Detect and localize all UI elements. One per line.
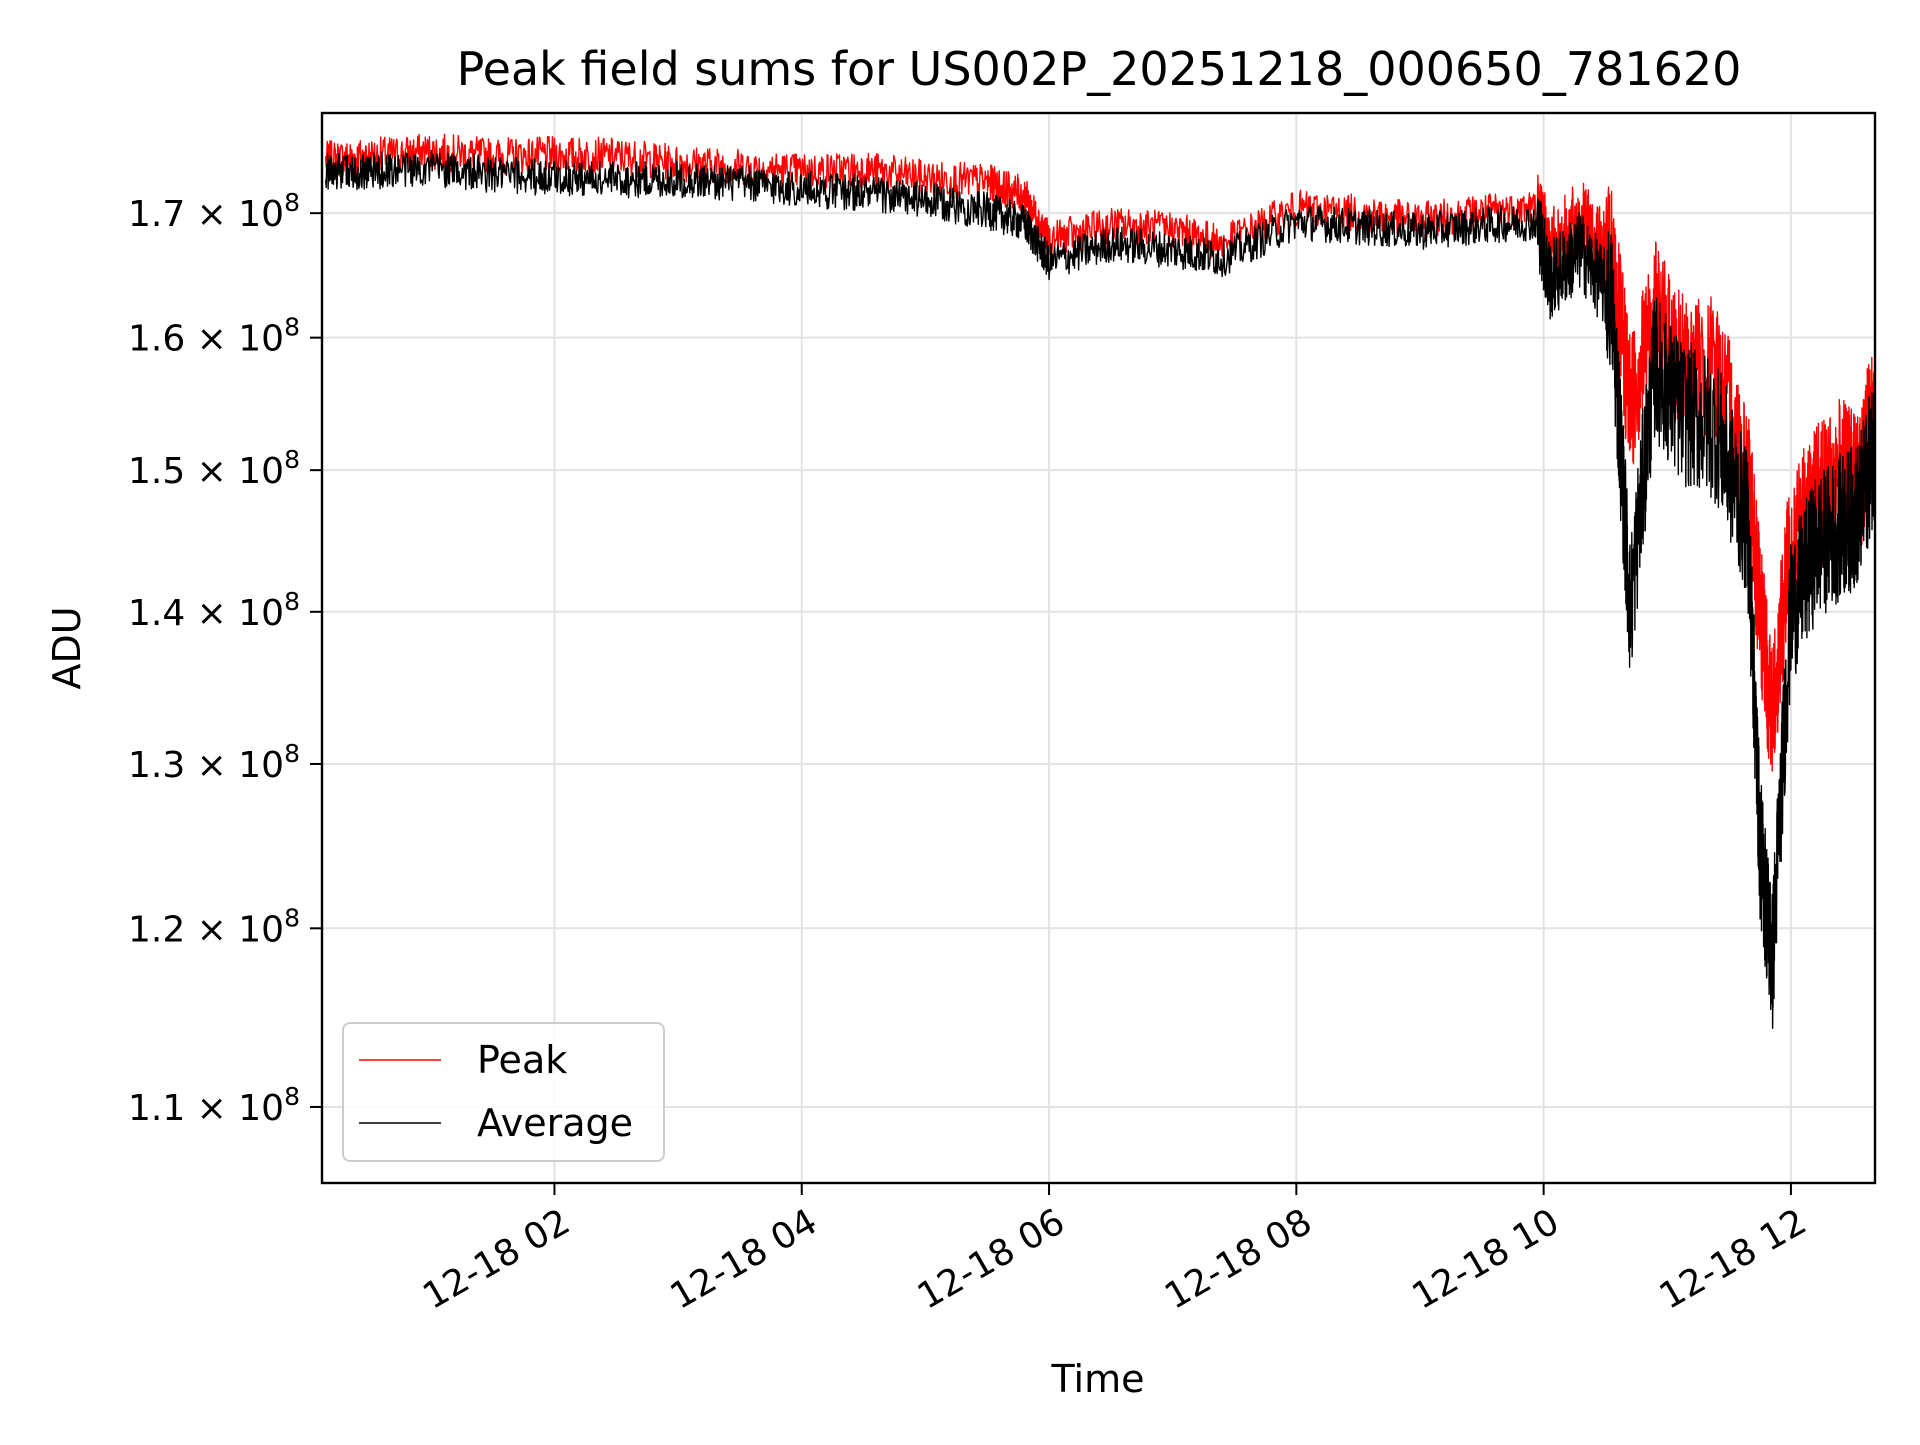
legend-average-label: Average (477, 1101, 633, 1145)
legend-frame (342, 1022, 665, 1162)
plot-frame (320, 111, 1877, 1185)
y-tick-label-3: 1.4 × 108 (128, 587, 300, 634)
y-tick-label-1: 1.2 × 108 (128, 903, 300, 950)
y-axis-label: ADU (45, 606, 89, 689)
y-tick-label-6: 1.7 × 108 (128, 188, 300, 235)
legend: Peak Average (342, 1022, 665, 1162)
y-tick-label-4: 1.5 × 108 (128, 445, 300, 492)
grid-layer (322, 113, 1875, 1183)
y-tick-label-2: 1.3 × 108 (128, 739, 300, 786)
series-line-average (325, 149, 1876, 1029)
legend-peak-label: Peak (477, 1038, 567, 1082)
y-tick-label-0: 1.1 × 108 (128, 1082, 300, 1129)
x-axis-label: Time (1051, 1357, 1145, 1401)
y-tick-label-5: 1.6 × 108 (128, 313, 300, 360)
series-layer (325, 133, 1876, 1029)
chart-title: Peak field sums for US002P_20251218_0006… (457, 42, 1742, 96)
